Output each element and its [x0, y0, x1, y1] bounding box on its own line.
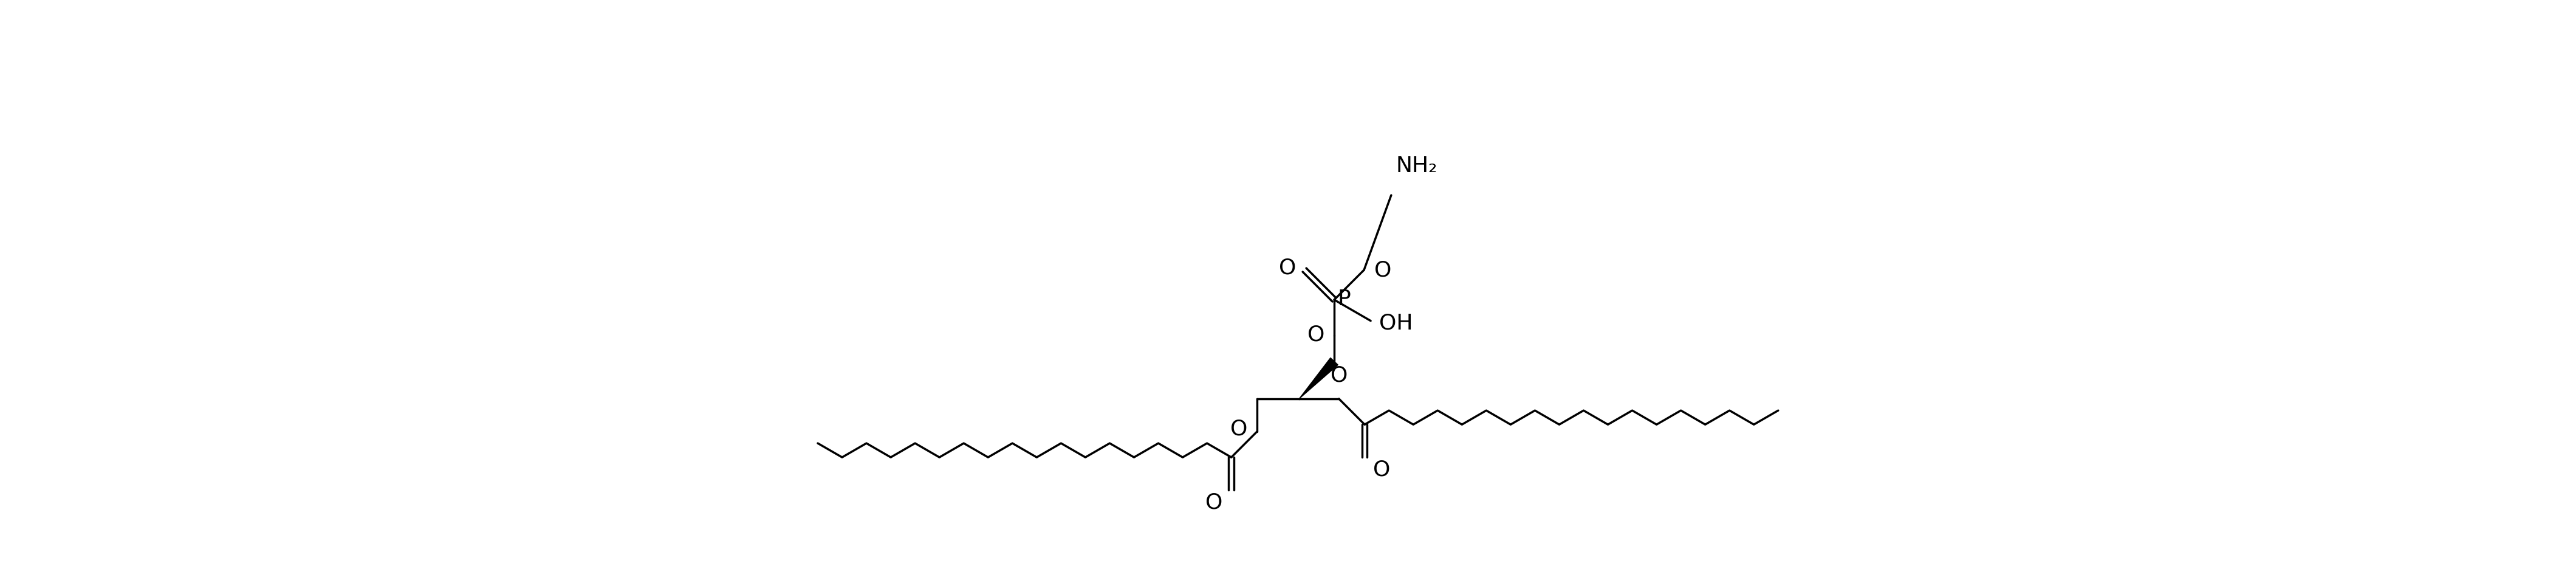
Text: O: O: [1278, 257, 1296, 278]
Polygon shape: [1298, 358, 1337, 399]
Text: P: P: [1337, 288, 1350, 309]
Text: O: O: [1329, 365, 1347, 386]
Text: OH: OH: [1378, 313, 1412, 333]
Text: O: O: [1309, 324, 1324, 345]
Text: O: O: [1231, 419, 1247, 440]
Text: O: O: [1376, 260, 1391, 280]
Text: NH₂: NH₂: [1396, 156, 1437, 176]
Text: O: O: [1206, 493, 1224, 513]
Text: O: O: [1373, 459, 1391, 480]
